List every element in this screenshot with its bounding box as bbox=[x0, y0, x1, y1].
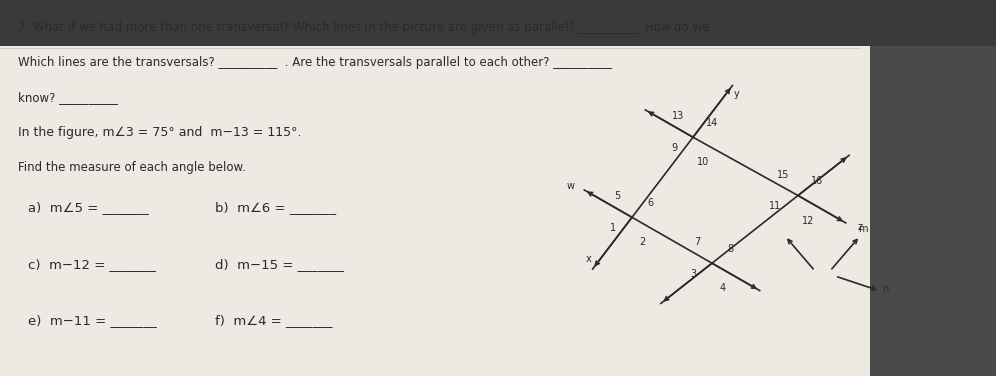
Text: d)  m−15 = _______: d) m−15 = _______ bbox=[215, 258, 344, 271]
Text: 3: 3 bbox=[690, 269, 696, 279]
Text: y: y bbox=[733, 88, 739, 99]
Text: 10: 10 bbox=[697, 157, 709, 167]
Text: 14: 14 bbox=[706, 118, 718, 127]
Text: b)  m∠6 = _______: b) m∠6 = _______ bbox=[215, 201, 336, 214]
Text: 13: 13 bbox=[672, 111, 684, 121]
Text: e)  m−11 = _______: e) m−11 = _______ bbox=[28, 314, 156, 327]
Polygon shape bbox=[870, 0, 996, 376]
Text: w: w bbox=[567, 181, 575, 191]
Polygon shape bbox=[0, 0, 996, 46]
Text: Which lines are the transversals? __________  . Are the transversals parallel to: Which lines are the transversals? ______… bbox=[18, 56, 612, 69]
Text: 5: 5 bbox=[615, 191, 621, 202]
Text: 15: 15 bbox=[777, 170, 790, 180]
Text: a)  m∠5 = _______: a) m∠5 = _______ bbox=[28, 201, 148, 214]
Text: In the figure, m∠3 = 75° and  m−13 = 115°.: In the figure, m∠3 = 75° and m−13 = 115°… bbox=[18, 126, 302, 139]
Text: 2: 2 bbox=[639, 237, 645, 247]
Text: 7: 7 bbox=[694, 237, 700, 247]
Text: 16: 16 bbox=[811, 176, 823, 186]
Text: n: n bbox=[881, 284, 888, 294]
Text: c)  m−12 = _______: c) m−12 = _______ bbox=[28, 258, 156, 271]
Text: x: x bbox=[586, 254, 592, 264]
Text: 1: 1 bbox=[611, 223, 617, 233]
Text: Find the measure of each angle below.: Find the measure of each angle below. bbox=[18, 161, 246, 174]
Text: 4: 4 bbox=[719, 283, 725, 293]
Text: 11: 11 bbox=[769, 201, 781, 211]
Text: f)  m∠4 = _______: f) m∠4 = _______ bbox=[215, 314, 333, 327]
Text: know? __________: know? __________ bbox=[18, 91, 118, 104]
Text: 12: 12 bbox=[802, 215, 815, 226]
Text: m: m bbox=[859, 224, 868, 234]
Text: z: z bbox=[858, 222, 863, 232]
Polygon shape bbox=[0, 0, 870, 376]
Text: 9: 9 bbox=[671, 143, 677, 153]
Text: 6: 6 bbox=[647, 198, 654, 208]
Text: 7. What if we had more than one transversal? Which lines in the picture are give: 7. What if we had more than one transver… bbox=[18, 21, 709, 34]
Text: 8: 8 bbox=[728, 244, 734, 253]
